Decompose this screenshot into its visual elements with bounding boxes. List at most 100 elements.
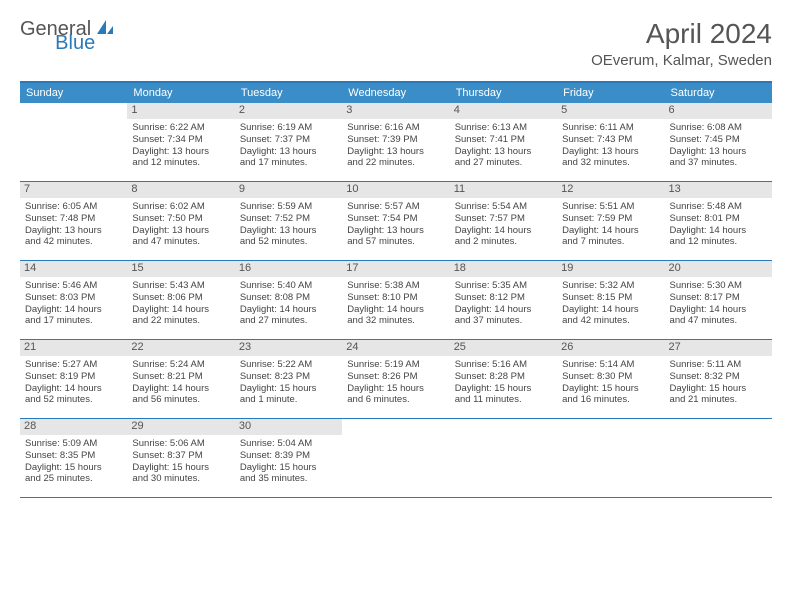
day-number: 27	[665, 340, 772, 356]
day-number: 20	[665, 261, 772, 277]
day-number: 29	[127, 419, 234, 435]
day-info: Sunrise: 5:19 AMSunset: 8:26 PMDaylight:…	[347, 359, 444, 407]
day-number: 13	[665, 182, 772, 198]
daylight1-text: Daylight: 14 hours	[132, 304, 229, 316]
day-info: Sunrise: 5:22 AMSunset: 8:23 PMDaylight:…	[240, 359, 337, 407]
daylight2-text: and 17 minutes.	[25, 315, 122, 327]
week-row: 21Sunrise: 5:27 AMSunset: 8:19 PMDayligh…	[20, 340, 772, 419]
day-cell: 8Sunrise: 6:02 AMSunset: 7:50 PMDaylight…	[127, 182, 234, 260]
daylight1-text: Daylight: 14 hours	[347, 304, 444, 316]
sunset-text: Sunset: 7:41 PM	[455, 134, 552, 146]
day-cell: 16 Sunrise: 5:40 AMSunset: 8:08 PMDayligh…	[235, 261, 342, 339]
day-number	[20, 103, 127, 105]
daylight2-text: and 7 minutes.	[562, 236, 659, 248]
daylight1-text: Daylight: 14 hours	[455, 225, 552, 237]
sunrise-text: Sunrise: 5:06 AM	[132, 438, 229, 450]
day-info: Sunrise: 5:35 AMSunset: 8:12 PMDaylight:…	[455, 280, 552, 328]
daylight1-text: Daylight: 15 hours	[455, 383, 552, 395]
day-info: Sunrise: 5:27 AMSunset: 8:19 PMDaylight:…	[25, 359, 122, 407]
day-info: Sunrise: 5:04 AMSunset: 8:39 PMDaylight:…	[240, 438, 337, 486]
daylight2-text: and 42 minutes.	[25, 236, 122, 248]
sunrise-text: Sunrise: 5:43 AM	[132, 280, 229, 292]
day-info: Sunrise: 5:51 AMSunset: 7:59 PMDaylight:…	[562, 201, 659, 249]
day-number: 1	[127, 103, 234, 119]
day-header-row: SundayMondayTuesdayWednesdayThursdayFrid…	[20, 83, 772, 103]
daylight2-text: and 12 minutes.	[132, 157, 229, 169]
logo-sail-icon	[95, 18, 115, 41]
daylight2-text: and 32 minutes.	[562, 157, 659, 169]
daylight2-text: and 47 minutes.	[132, 236, 229, 248]
sunrise-text: Sunrise: 5:30 AM	[670, 280, 767, 292]
day-info: Sunrise: 5:11 AMSunset: 8:32 PMDaylight:…	[670, 359, 767, 407]
day-info: Sunrise: 5:09 AMSunset: 8:35 PMDaylight:…	[25, 438, 122, 486]
day-header-cell: Tuesday	[235, 83, 342, 103]
daylight1-text: Daylight: 14 hours	[670, 304, 767, 316]
daylight1-text: Daylight: 13 hours	[347, 146, 444, 158]
title-block: April 2024 OEverum, Kalmar, Sweden	[591, 18, 772, 69]
day-info: Sunrise: 5:40 AMSunset: 8:08 PMDaylight:…	[240, 280, 337, 328]
daylight2-text: and 1 minute.	[240, 394, 337, 406]
day-number: 16	[235, 261, 342, 277]
day-cell: 25Sunrise: 5:16 AMSunset: 8:28 PMDayligh…	[450, 340, 557, 418]
sunset-text: Sunset: 8:28 PM	[455, 371, 552, 383]
day-cell: 30 Sunrise: 5:04 AMSunset: 8:39 PMDayligh…	[235, 419, 342, 497]
daylight2-text: and 56 minutes.	[132, 394, 229, 406]
daylight2-text: and 25 minutes.	[25, 473, 122, 485]
day-number: 18	[450, 261, 557, 277]
daylight1-text: Daylight: 14 hours	[562, 225, 659, 237]
day-cell: 6Sunrise: 6:08 AMSunset: 7:45 PMDaylight…	[665, 103, 772, 181]
day-number: 30	[235, 419, 342, 435]
day-cell: 14 Sunrise: 5:46 AMSunset: 8:03 PMDayligh…	[20, 261, 127, 339]
day-number: 23	[235, 340, 342, 356]
header: General Blue April 2024 OEverum, Kalmar,…	[20, 18, 772, 69]
daylight1-text: Daylight: 14 hours	[132, 383, 229, 395]
day-number: 24	[342, 340, 449, 356]
day-number: 14	[20, 261, 127, 277]
daylight1-text: Daylight: 13 hours	[25, 225, 122, 237]
day-cell: 28Sunrise: 5:09 AMSunset: 8:35 PMDayligh…	[20, 419, 127, 497]
day-cell	[342, 419, 449, 497]
sunset-text: Sunset: 8:23 PM	[240, 371, 337, 383]
week-row: 7Sunrise: 6:05 AMSunset: 7:48 PMDaylight…	[20, 182, 772, 261]
week-row: 14 Sunrise: 5:46 AMSunset: 8:03 PMDayligh…	[20, 261, 772, 340]
daylight2-text: and 2 minutes.	[455, 236, 552, 248]
sunrise-text: Sunrise: 5:22 AM	[240, 359, 337, 371]
sunset-text: Sunset: 7:52 PM	[240, 213, 337, 225]
day-header-cell: Wednesday	[342, 83, 449, 103]
sunrise-text: Sunrise: 6:13 AM	[455, 122, 552, 134]
day-info: Sunrise: 6:05 AMSunset: 7:48 PMDaylight:…	[25, 201, 122, 249]
day-info: Sunrise: 5:14 AMSunset: 8:30 PMDaylight:…	[562, 359, 659, 407]
sunset-text: Sunset: 8:10 PM	[347, 292, 444, 304]
sunrise-text: Sunrise: 6:19 AM	[240, 122, 337, 134]
day-cell: 21Sunrise: 5:27 AMSunset: 8:19 PMDayligh…	[20, 340, 127, 418]
day-info: Sunrise: 5:30 AMSunset: 8:17 PMDaylight:…	[670, 280, 767, 328]
day-cell: 5Sunrise: 6:11 AMSunset: 7:43 PMDaylight…	[557, 103, 664, 181]
day-info: Sunrise: 5:43 AMSunset: 8:06 PMDaylight:…	[132, 280, 229, 328]
day-info: Sunrise: 5:32 AMSunset: 8:15 PMDaylight:…	[562, 280, 659, 328]
day-info: Sunrise: 5:16 AMSunset: 8:28 PMDaylight:…	[455, 359, 552, 407]
daylight1-text: Daylight: 13 hours	[132, 146, 229, 158]
sunrise-text: Sunrise: 5:38 AM	[347, 280, 444, 292]
day-number: 12	[557, 182, 664, 198]
day-info: Sunrise: 6:08 AMSunset: 7:45 PMDaylight:…	[670, 122, 767, 170]
day-number: 3	[342, 103, 449, 119]
day-cell: 23 Sunrise: 5:22 AMSunset: 8:23 PMDayligh…	[235, 340, 342, 418]
sunset-text: Sunset: 8:21 PM	[132, 371, 229, 383]
day-info: Sunrise: 5:38 AMSunset: 8:10 PMDaylight:…	[347, 280, 444, 328]
daylight1-text: Daylight: 15 hours	[240, 462, 337, 474]
sunset-text: Sunset: 7:50 PM	[132, 213, 229, 225]
day-info: Sunrise: 6:22 AMSunset: 7:34 PMDaylight:…	[132, 122, 229, 170]
daylight1-text: Daylight: 15 hours	[347, 383, 444, 395]
day-info: Sunrise: 5:46 AMSunset: 8:03 PMDaylight:…	[25, 280, 122, 328]
page-title: April 2024	[591, 18, 772, 50]
day-cell: 18 Sunrise: 5:35 AMSunset: 8:12 PMDayligh…	[450, 261, 557, 339]
sunrise-text: Sunrise: 6:08 AM	[670, 122, 767, 134]
day-info: Sunrise: 5:24 AMSunset: 8:21 PMDaylight:…	[132, 359, 229, 407]
calendar-grid: SundayMondayTuesdayWednesdayThursdayFrid…	[20, 81, 772, 498]
location-text: OEverum, Kalmar, Sweden	[591, 52, 772, 69]
day-header-cell: Sunday	[20, 83, 127, 103]
day-cell: 12 Sunrise: 5:51 AMSunset: 7:59 PMDayligh…	[557, 182, 664, 260]
day-cell	[450, 419, 557, 497]
sunrise-text: Sunrise: 5:59 AM	[240, 201, 337, 213]
day-number: 4	[450, 103, 557, 119]
